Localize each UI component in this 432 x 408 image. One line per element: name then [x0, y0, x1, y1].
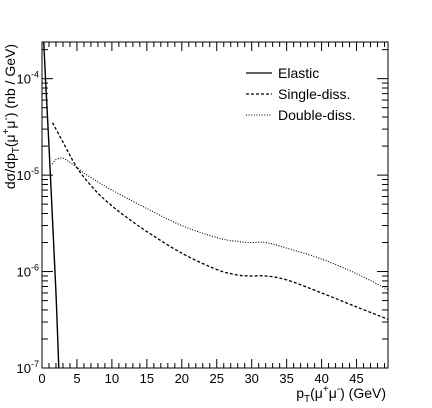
y-axis-ticks — [42, 49, 388, 369]
y-axis-label: dσ/dpT(μ+μ-) (nb / GeV) — [1, 44, 22, 189]
x-axis-label: pT(μ+μ-) (GeV) — [296, 384, 386, 405]
legend-label-elastic: Elastic — [278, 65, 319, 81]
x-tick-label: 20 — [175, 371, 189, 386]
x-tick-label: 5 — [73, 371, 80, 386]
x-axis-tick-labels: 0 5 10 15 20 25 30 35 40 45 — [38, 371, 363, 386]
x-tick-label: 10 — [105, 371, 119, 386]
plot-frame — [41, 41, 389, 369]
x-tick-label: 0 — [38, 371, 45, 386]
legend-label-single-diss: Single-diss. — [278, 86, 350, 102]
y-axis-tick-labels: 10-7 10-6 10-5 10-4 — [17, 70, 39, 376]
series-layer — [43, 42, 388, 368]
series-line-single-diss — [51, 122, 388, 320]
legend: Elastic Single-diss. Double-diss. — [246, 65, 356, 123]
y-tick-label: 10-4 — [17, 70, 39, 87]
series-line-elastic — [43, 42, 60, 368]
y-tick-label: 10-7 — [17, 359, 39, 376]
x-tick-label: 40 — [314, 371, 328, 386]
y-tick-label: 10-5 — [17, 166, 39, 183]
x-tick-label: 30 — [244, 371, 258, 386]
x-tick-label: 25 — [210, 371, 224, 386]
legend-label-double-diss: Double-diss. — [278, 107, 356, 123]
x-tick-label: 35 — [279, 371, 293, 386]
series-line-double-diss — [52, 157, 388, 291]
y-tick-label: 10-6 — [17, 263, 39, 280]
x-axis-ticks — [41, 42, 386, 368]
x-tick-label: 15 — [140, 371, 154, 386]
x-tick-label: 45 — [349, 371, 363, 386]
